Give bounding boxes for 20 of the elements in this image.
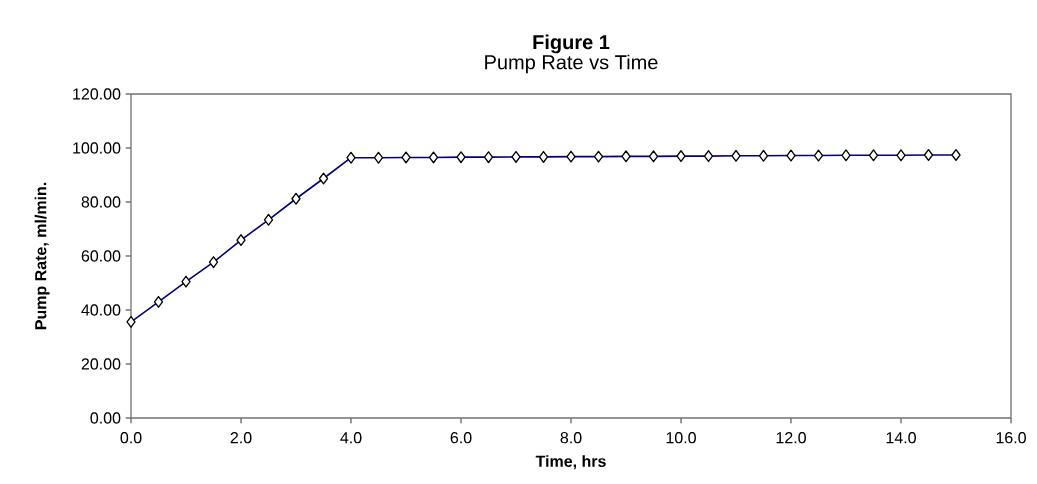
y-tick-label: 20.00 [81,358,121,370]
x-tick-label: 6.0 [450,432,472,444]
x-tick-label: 2.0 [230,432,252,444]
chart-title: Figure 1 [533,34,610,54]
y-tick-label: 100.00 [73,142,121,154]
y-tick-label: 80.00 [81,196,121,208]
chart-subtitle: Pump Rate vs Time [485,54,658,74]
y-tick-label: 60.00 [81,250,121,262]
x-axis-title: Time, hrs [535,455,606,470]
x-tick-label: 14.0 [886,432,916,444]
x-tick-label: 16.0 [996,432,1026,444]
x-tick-label: 8.0 [560,432,582,444]
y-tick-label: 120.00 [73,88,121,100]
y-tick-label: 0.00 [90,412,121,424]
y-axis-title: Pump Rate, ml/min. [34,182,50,330]
y-tick-label: 40.00 [81,304,121,316]
x-tick-label: 4.0 [340,432,362,444]
x-tick-label: 10.0 [666,432,696,444]
x-tick-label: 12.0 [776,432,806,444]
x-tick-label: 0.0 [120,432,142,444]
